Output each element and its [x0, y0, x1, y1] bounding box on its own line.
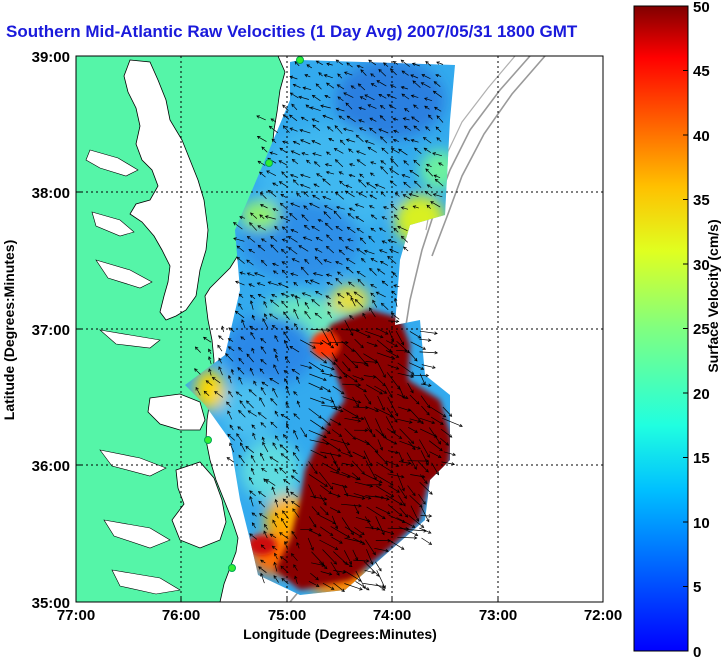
hf-radar-stations — [204, 56, 304, 572]
colorbar-tick-label: 45 — [693, 63, 710, 80]
x-tick-label: 75:00 — [268, 607, 306, 624]
colorbar — [633, 5, 689, 652]
albemarle-sound — [147, 393, 206, 431]
y-tick-label: 36:00 — [32, 458, 70, 475]
colorbar-tick-label: 30 — [693, 257, 710, 274]
colorbar-tick-label: 20 — [693, 386, 710, 403]
colorbar-tick-label: 35 — [693, 192, 710, 209]
x-tick-label: 76:00 — [162, 607, 200, 624]
y-tick-label: 38:00 — [32, 185, 70, 202]
x-tick-label: 72:00 — [584, 607, 622, 624]
y-axis-ticks: 39:00 38:00 37:00 36:00 35:00 — [32, 49, 70, 612]
colorbar-tick-label: 25 — [693, 321, 710, 338]
station-marker — [296, 56, 304, 64]
station-marker — [204, 436, 212, 444]
colorbar-tick-label: 0 — [693, 644, 701, 659]
station-marker — [265, 159, 273, 167]
y-tick-label: 37:00 — [32, 322, 70, 339]
x-axis-label: Longitude (Degrees:Minutes) — [243, 626, 437, 642]
y-axis-label: Latitude (Degrees:Minutes) — [1, 240, 17, 420]
y-tick-label: 35:00 — [32, 595, 70, 612]
colorbar-tick-label: 10 — [693, 515, 710, 532]
colorbar-labels: 50 45 40 35 30 25 20 15 10 5 0 — [693, 0, 710, 659]
axis-ticks — [76, 191, 499, 602]
colorbar-tick-label: 50 — [693, 0, 710, 16]
y-tick-label: 39:00 — [32, 49, 70, 66]
map-title: Southern Mid-Atlantic Raw Velocities (1 … — [6, 22, 578, 41]
velocity-arrows — [194, 59, 463, 592]
colorbar-ticks — [683, 70, 688, 587]
colorbar-label: Surface Velocity (cm/s) — [705, 219, 721, 372]
station-marker — [228, 564, 236, 572]
colorbar-tick-label: 40 — [693, 128, 710, 145]
x-tick-label: 77:00 — [57, 607, 95, 624]
x-axis-ticks: 77:00 76:00 75:00 74:00 73:00 72:00 — [57, 607, 622, 624]
x-tick-label: 74:00 — [373, 607, 411, 624]
grid-lines — [76, 56, 603, 602]
colorbar-tick-label: 5 — [693, 579, 701, 596]
colorbar-tick-label: 15 — [693, 450, 710, 467]
pamlico-sound — [171, 461, 227, 549]
chesapeake-bay — [123, 59, 209, 321]
x-tick-label: 73:00 — [479, 607, 517, 624]
